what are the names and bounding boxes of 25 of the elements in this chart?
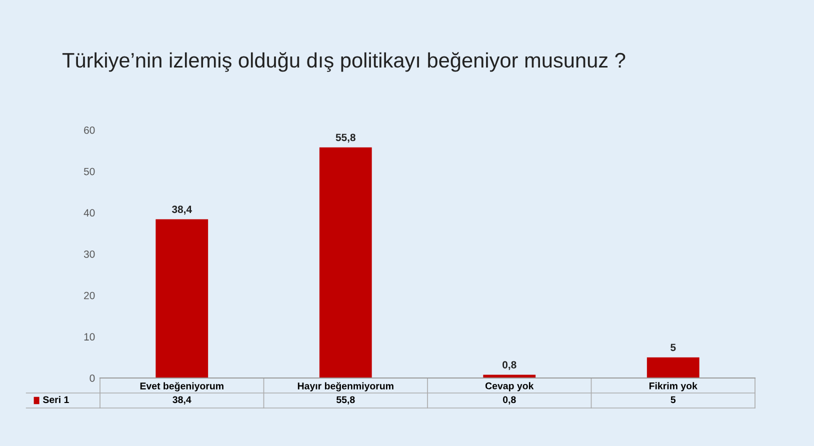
y-tick-label: 60 [84, 126, 95, 134]
text: 5 [670, 396, 676, 404]
y-tick-label: 30 [84, 250, 95, 258]
y-tick-label: 20 [84, 292, 95, 300]
legend-label: Seri 1 [42, 396, 69, 404]
y-tick-label: 50 [84, 168, 95, 176]
text: 5 [670, 344, 676, 352]
bar [319, 147, 372, 378]
x-tick-label: Evet beğeniyorum [140, 382, 224, 392]
text: 38,4 [172, 206, 192, 215]
y-tick-label: 40 [84, 209, 95, 217]
text: 55,8 [336, 134, 356, 143]
y-tick-label: 10 [84, 333, 95, 341]
text: 0,8 [502, 361, 516, 370]
text: 0,8 [503, 396, 516, 405]
x-tick-label: Fikrim yok [649, 382, 698, 392]
y-tick-label: 0 [90, 374, 95, 382]
bar [646, 357, 700, 378]
x-tick-label: Hayır beğenmiyorum [298, 382, 394, 392]
chart-title: Türkiye’nin izlemiş olduğu dış politikayı beğeniyor musunuz ? [62, 52, 626, 72]
text: 38,4 [172, 396, 192, 405]
bar [483, 374, 536, 378]
x-tick-label: Cevap yok [485, 382, 534, 392]
text: 55,8 [336, 396, 355, 405]
bar [156, 219, 208, 378]
